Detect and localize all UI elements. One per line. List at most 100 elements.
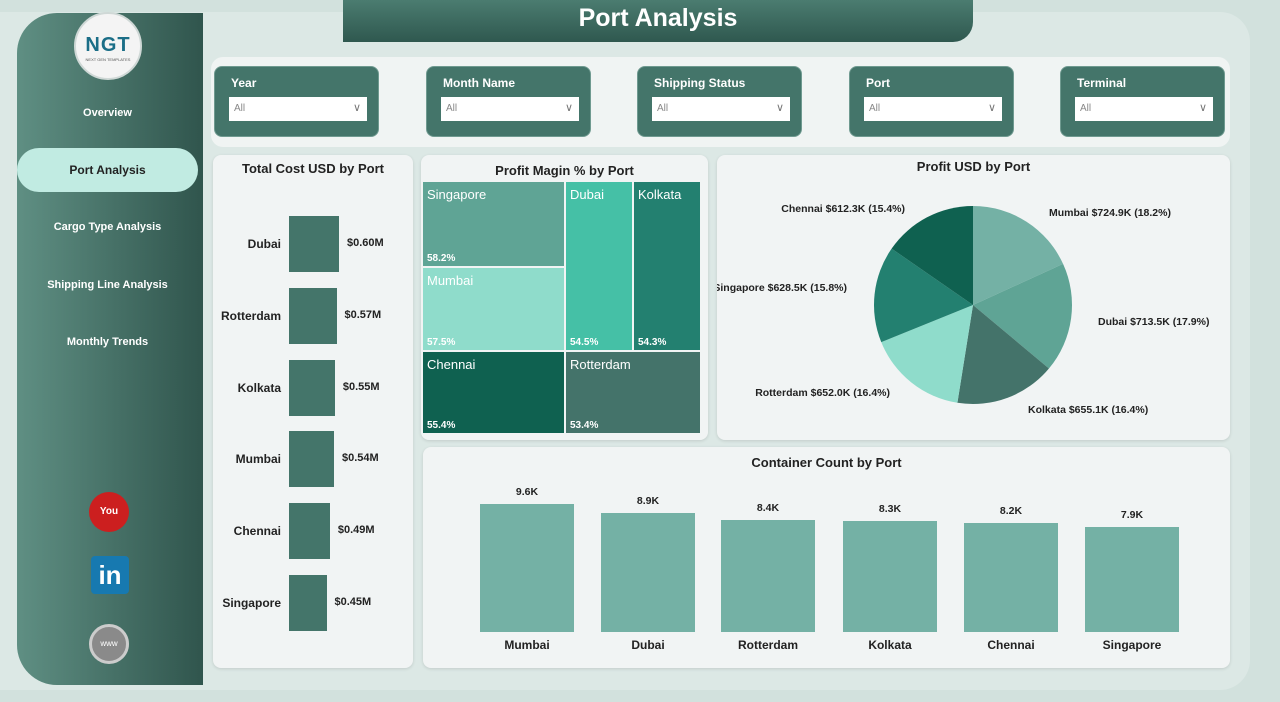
tile-value: 55.4% <box>427 420 456 431</box>
bar-kolkata[interactable] <box>843 521 937 632</box>
pie-slice-dubai[interactable] <box>973 263 1072 369</box>
pie-slice-kolkata[interactable] <box>957 305 1049 404</box>
chart-title: Container Count by Port <box>751 455 902 470</box>
bar-category-label: Singapore <box>1102 638 1162 652</box>
filter-dropdown[interactable]: All ∨ <box>864 97 1002 121</box>
tile-value: 58.2% <box>427 253 456 264</box>
treemap-tile-kolkata[interactable]: Kolkata 54.3% <box>633 181 701 351</box>
filter-label: Terminal <box>1077 76 1127 90</box>
filter-value: All <box>446 103 458 114</box>
pie-label: Chennai $612.3K (15.4%) <box>781 203 905 215</box>
filter-value: All <box>234 103 246 114</box>
logo: NGT NEXT GEN TEMPLATES <box>74 12 142 80</box>
bar-value-label: 8.4K <box>756 502 780 514</box>
filter-dropdown[interactable]: All ∨ <box>652 97 790 121</box>
bar-value-label: 9.6K <box>515 486 539 498</box>
treemap-tile-singapore[interactable]: Singapore 58.2% <box>422 181 565 267</box>
bar-category-label: Chennai <box>233 524 281 539</box>
chart-title: Profit Magin % by Port <box>495 163 634 178</box>
bar-rotterdam[interactable] <box>721 520 815 632</box>
treemap-tile-dubai[interactable]: Dubai 54.5% <box>565 181 633 351</box>
sidebar-item-cargo-type-analysis[interactable]: Cargo Type Analysis <box>53 221 162 233</box>
tile-label: Rotterdam <box>570 357 631 372</box>
chart-title: Total Cost USD by Port <box>241 161 385 176</box>
bar-category-label: Singapore <box>222 596 281 610</box>
tile-value: 54.3% <box>638 337 667 348</box>
bar-category-label: Kolkata <box>237 380 281 395</box>
filter-port: Port All ∨ <box>849 66 1014 137</box>
pie-slice-mumbai[interactable] <box>973 206 1064 305</box>
pie-label: Rotterdam $652.0K (16.4%) <box>755 387 890 399</box>
filter-shipping-status: Shipping Status All ∨ <box>637 66 802 137</box>
bar-dubai[interactable] <box>601 513 695 632</box>
chart-title: Profit USD by Port <box>916 159 1031 174</box>
bar-value-label: 8.9K <box>636 495 660 508</box>
chevron-down-icon: ∨ <box>987 102 996 114</box>
bar-category-label: Kolkata <box>868 638 912 652</box>
filter-dropdown[interactable]: All ∨ <box>229 97 367 121</box>
bar-rotterdam[interactable] <box>289 287 337 344</box>
bar-value-label: 8.2K <box>999 504 1023 517</box>
tile-label: Kolkata <box>638 187 682 202</box>
sidebar-item-monthly-trends[interactable]: Monthly Trends <box>66 336 149 348</box>
pie-label: Dubai $713.5K (17.9%) <box>1098 316 1209 328</box>
treemap-tile-chennai[interactable]: Chennai 55.4% <box>422 351 565 434</box>
youtube-icon[interactable]: You <box>89 492 129 532</box>
filter-label: Year <box>231 76 257 90</box>
tile-value: 57.5% <box>427 337 456 348</box>
chevron-down-icon: ∨ <box>775 102 784 114</box>
chevron-down-icon: ∨ <box>564 102 573 114</box>
filter-value: All <box>657 103 669 114</box>
treemap-tile-mumbai[interactable]: Mumbai 57.5% <box>422 267 565 351</box>
filter-label: Port <box>866 76 890 90</box>
website-icon[interactable]: www <box>89 624 129 664</box>
bar-mumbai[interactable] <box>289 431 334 488</box>
bar-chennai[interactable] <box>964 522 1058 632</box>
bar-value-label: $0.55M <box>342 380 380 393</box>
bar-category-label: Rotterdam <box>220 308 281 323</box>
filter-label: Shipping Status <box>654 76 746 90</box>
pie-slice-singapore[interactable] <box>874 248 973 343</box>
bar-kolkata[interactable] <box>289 359 335 416</box>
bar-category-label: Chennai <box>987 638 1035 652</box>
bar-chennai[interactable] <box>289 503 330 560</box>
chevron-down-icon: ∨ <box>352 102 361 114</box>
page-title: Port Analysis <box>343 0 973 42</box>
bar-value-label: $0.57M <box>344 308 382 321</box>
tile-value: 53.4% <box>570 420 599 431</box>
filter-month-name: Month Name All ∨ <box>426 66 591 137</box>
bar-value-label: 7.9K <box>1120 508 1144 521</box>
sidebar-item-port-analysis[interactable]: Port Analysis <box>17 148 198 192</box>
bar-category-label: Rotterdam <box>737 638 798 652</box>
sidebar-item-shipping-line-analysis[interactable]: Shipping Line Analysis <box>47 279 168 291</box>
tile-value: 54.5% <box>570 337 599 348</box>
filter-value: All <box>1080 103 1092 114</box>
tile-label: Chennai <box>427 357 476 372</box>
pie-slice-chennai[interactable] <box>891 206 973 305</box>
bar-value-label: $0.54M <box>342 452 379 465</box>
pie-label: Mumbai $724.9K (18.2%) <box>1049 207 1171 219</box>
bar-category-label: Dubai <box>631 638 665 652</box>
treemap-tile-rotterdam[interactable]: Rotterdam 53.4% <box>565 351 701 434</box>
bar-mumbai[interactable] <box>480 504 574 632</box>
filter-dropdown[interactable]: All ∨ <box>441 97 579 121</box>
chevron-down-icon: ∨ <box>1198 102 1207 114</box>
tile-label: Singapore <box>427 187 487 202</box>
bar-value-label: $0.45M <box>334 596 372 608</box>
pie-label: Singapore $628.5K (15.8%) <box>717 282 847 294</box>
pie-chart: Mumbai $724.9K (18.2%) Dubai $713.5K (17.… <box>717 203 1209 416</box>
bar-singapore[interactable] <box>1085 526 1179 632</box>
bar-dubai[interactable] <box>289 216 339 272</box>
bar-category-label: Mumbai <box>235 452 281 467</box>
linkedin-icon[interactable]: in <box>91 556 129 594</box>
filter-label: Month Name <box>443 76 515 90</box>
pie-slice-rotterdam[interactable] <box>881 305 973 403</box>
filter-year: Year All ∨ <box>214 66 379 137</box>
pie-label: Kolkata $655.1K (16.4%) <box>1028 404 1148 416</box>
filter-dropdown[interactable]: All ∨ <box>1075 97 1213 121</box>
bar-singapore[interactable] <box>289 575 327 631</box>
bar-category-label: Mumbai <box>504 638 550 652</box>
sidebar-item-overview[interactable]: Overview <box>83 107 132 119</box>
bar-value-label: 8.3K <box>878 503 902 516</box>
tile-label: Mumbai <box>427 273 474 288</box>
